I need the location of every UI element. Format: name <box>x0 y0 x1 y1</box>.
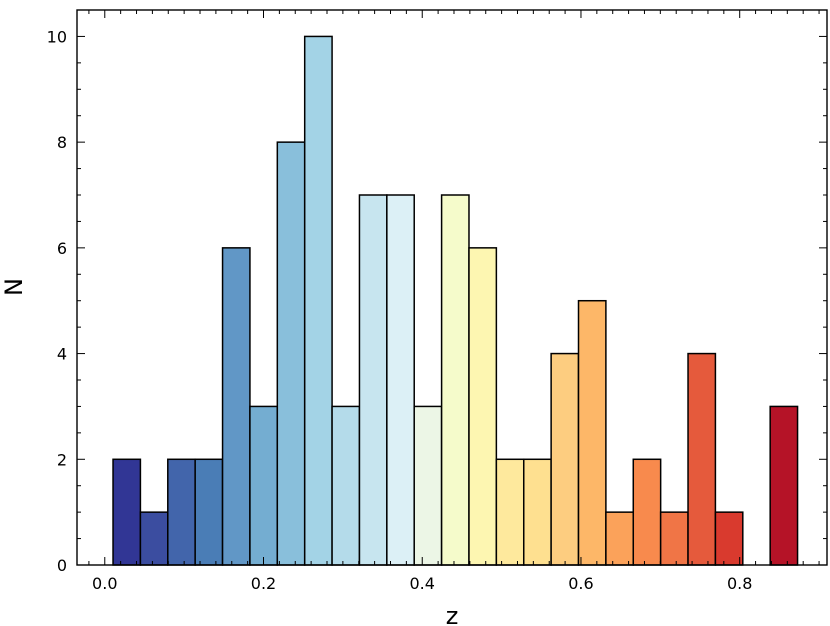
y-tick-label: 10 <box>47 27 67 46</box>
histogram-bar-11 <box>413 405 443 566</box>
y-tick-label: 4 <box>57 345 67 364</box>
y-tick-label: 8 <box>57 133 67 152</box>
histogram-bar-1 <box>139 511 169 566</box>
x-tick-label: 0.2 <box>251 574 276 593</box>
y-tick-label: 2 <box>57 450 67 469</box>
histogram-bar-9 <box>358 194 388 566</box>
plot-frame <box>76 9 828 566</box>
histogram-bar-8 <box>331 405 361 566</box>
x-axis-label: z <box>446 602 459 626</box>
tick-labels-group: 0.0 0.2 0.4 0.6 0.8 0 2 4 6 8 10 <box>47 27 753 593</box>
x-tick-label: 0.0 <box>92 574 117 593</box>
histogram-bar-16 <box>550 352 580 566</box>
y-tick-label: 6 <box>57 239 67 258</box>
histogram-bar-10 <box>386 194 415 566</box>
histogram-bar-3 <box>194 458 224 566</box>
histogram-bar-15 <box>522 458 552 566</box>
y-tick-label: 0 <box>57 556 67 575</box>
histogram-bar-5 <box>249 405 279 566</box>
y-axis-label: N <box>0 278 28 296</box>
histogram-bar-4 <box>221 247 251 566</box>
histogram-bar-2 <box>167 458 196 566</box>
histogram-bar-17 <box>577 299 607 566</box>
histogram-bar-18 <box>605 511 635 566</box>
histogram-bar-12 <box>440 194 470 566</box>
histogram-bar-0 <box>112 458 142 566</box>
histogram-bar-19 <box>632 458 662 566</box>
histogram-bar-20 <box>659 511 689 566</box>
x-tick-label: 0.4 <box>410 574 435 593</box>
histogram-bar-22 <box>714 511 744 566</box>
bars-group <box>112 35 799 566</box>
histogram-bar-13 <box>468 247 498 566</box>
x-tick-label: 0.6 <box>568 574 593 593</box>
histogram-bar-21 <box>687 352 717 566</box>
histogram-bar-14 <box>495 458 525 566</box>
histogram-bar-24 <box>769 405 799 566</box>
x-tick-label: 0.8 <box>727 574 752 593</box>
histogram-bar-7 <box>303 35 333 566</box>
histogram-bar-6 <box>276 141 306 566</box>
